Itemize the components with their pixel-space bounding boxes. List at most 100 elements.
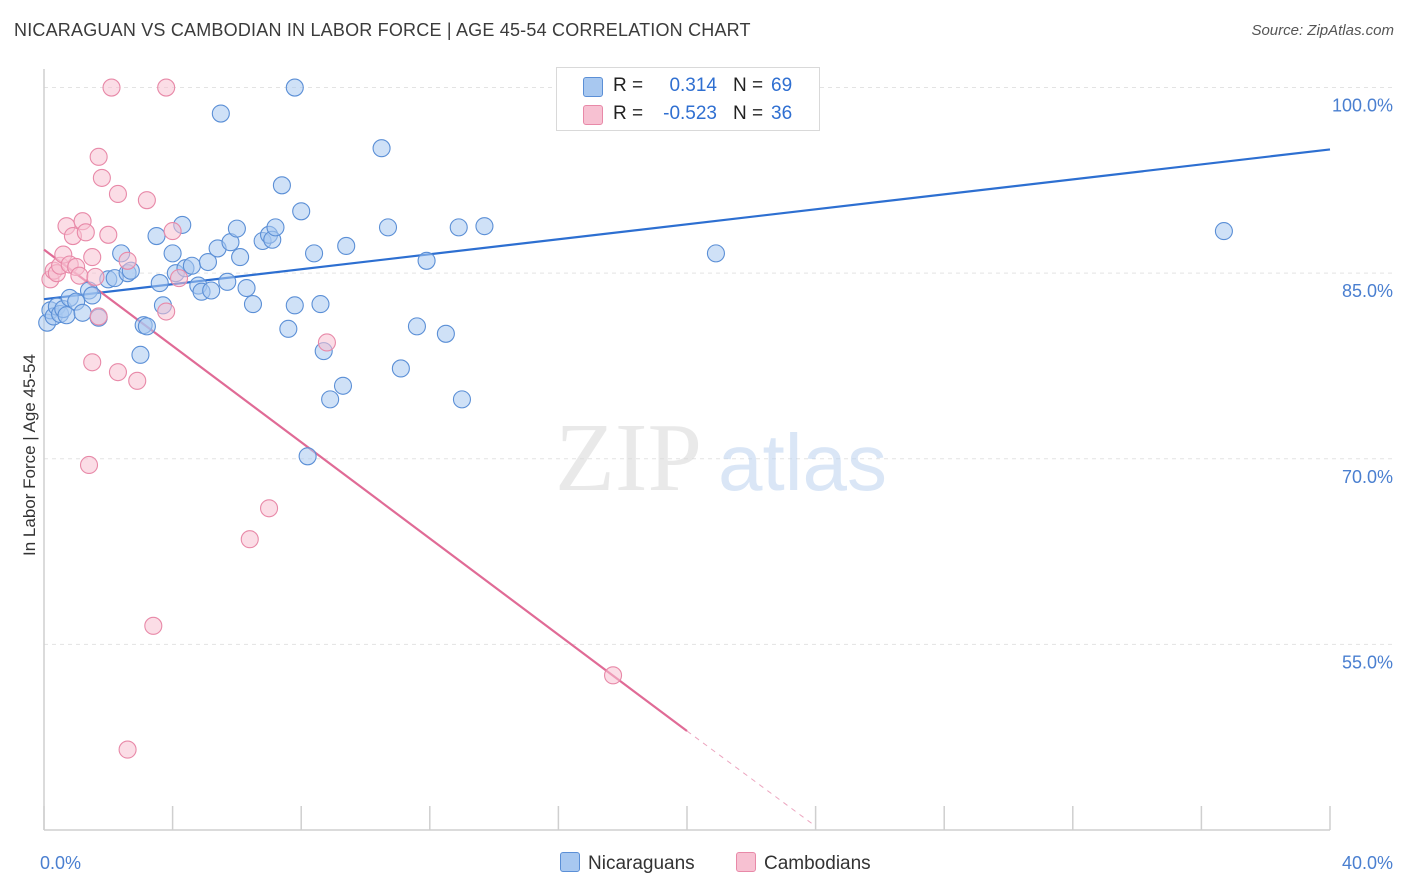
point-cambodians bbox=[70, 266, 89, 285]
point-cambodians bbox=[259, 499, 279, 518]
point-nicaraguans bbox=[298, 447, 317, 466]
legend-r-value: -0.523 bbox=[663, 103, 717, 124]
point-cambodians bbox=[604, 666, 623, 685]
point-nicaraguans bbox=[417, 251, 436, 270]
legend-r-label: R = bbox=[613, 75, 644, 96]
point-cambodians bbox=[108, 363, 127, 382]
point-cambodians bbox=[240, 530, 259, 549]
y-tick-label: 70.0% bbox=[1342, 467, 1393, 487]
point-nicaraguans bbox=[227, 219, 246, 238]
point-nicaraguans bbox=[279, 319, 298, 338]
point-cambodians bbox=[99, 225, 118, 244]
point-nicaraguans bbox=[150, 274, 169, 293]
point-nicaraguans bbox=[1214, 222, 1233, 241]
point-nicaraguans bbox=[83, 286, 102, 305]
point-nicaraguans bbox=[131, 345, 150, 364]
point-nicaraguans bbox=[147, 226, 166, 246]
y-tick-label: 55.0% bbox=[1342, 652, 1393, 672]
point-cambodians bbox=[317, 333, 336, 352]
point-nicaraguans bbox=[266, 218, 285, 237]
point-cambodians bbox=[157, 78, 176, 97]
watermark-zip: ZIP bbox=[555, 404, 702, 512]
point-nicaraguans bbox=[449, 218, 468, 237]
point-nicaraguans bbox=[475, 217, 494, 236]
point-cambodians bbox=[92, 168, 111, 187]
legend-n-value: 69 bbox=[771, 75, 793, 96]
source-note: Source: ZipAtlas.com bbox=[1251, 22, 1394, 39]
y-tick-label: 85.0% bbox=[1342, 281, 1393, 301]
stats-legend: R = 0.314 N = 69 R = -0.523 N = 36 bbox=[556, 67, 820, 131]
point-cambodians bbox=[157, 302, 176, 321]
point-nicaraguans bbox=[285, 78, 304, 97]
watermark-atlas: atlas bbox=[718, 418, 887, 507]
point-nicaraguans bbox=[231, 248, 250, 267]
legend-swatch-nicaraguans bbox=[583, 77, 603, 97]
point-cambodians bbox=[79, 455, 99, 475]
point-cambodians bbox=[76, 223, 95, 242]
point-cambodians bbox=[169, 269, 189, 288]
point-nicaraguans bbox=[198, 252, 218, 272]
point-cambodians bbox=[128, 371, 147, 390]
point-nicaraguans bbox=[292, 202, 311, 221]
watermark: ZIP atlas bbox=[555, 404, 887, 512]
point-cambodians bbox=[89, 307, 108, 326]
point-nicaraguans bbox=[337, 236, 356, 255]
point-nicaraguans bbox=[237, 278, 256, 298]
point-cambodians bbox=[102, 78, 121, 97]
legend-swatch-cambodians bbox=[583, 105, 603, 125]
point-nicaraguans bbox=[218, 272, 237, 291]
bottom-legend-swatch-cambodians bbox=[736, 852, 756, 872]
data-points bbox=[38, 78, 1233, 759]
point-nicaraguans bbox=[407, 317, 426, 336]
legend-r-label: R = bbox=[613, 103, 644, 124]
point-nicaraguans bbox=[182, 256, 201, 275]
grid-lines bbox=[44, 87, 1395, 645]
legend-r-value: 0.314 bbox=[669, 75, 717, 96]
point-nicaraguans bbox=[163, 244, 182, 263]
point-nicaraguans bbox=[272, 176, 291, 195]
bottom-legend-swatch-nicaraguans bbox=[560, 852, 580, 872]
point-nicaraguans bbox=[372, 139, 391, 158]
legend-n-label: N = bbox=[733, 75, 764, 96]
point-nicaraguans bbox=[311, 295, 330, 314]
point-nicaraguans bbox=[333, 376, 353, 395]
point-nicaraguans bbox=[305, 244, 324, 263]
point-cambodians bbox=[83, 353, 102, 372]
point-nicaraguans bbox=[391, 359, 410, 378]
point-cambodians bbox=[118, 740, 137, 759]
bottom-legend-label: Cambodians bbox=[764, 853, 871, 874]
point-nicaraguans bbox=[73, 303, 92, 322]
bottom-legend-label: Nicaraguans bbox=[588, 853, 695, 874]
bottom-legend-cambodians: Cambodians bbox=[736, 852, 871, 875]
point-nicaraguans bbox=[202, 281, 221, 300]
point-cambodians bbox=[89, 147, 108, 166]
point-cambodians bbox=[118, 251, 137, 270]
point-cambodians bbox=[163, 222, 182, 241]
legend-n-label: N = bbox=[733, 103, 764, 124]
y-axis-title: In Labor Force | Age 45-54 bbox=[20, 354, 39, 556]
point-nicaraguans bbox=[211, 104, 230, 123]
point-nicaraguans bbox=[243, 295, 263, 314]
point-cambodians bbox=[144, 616, 163, 635]
point-nicaraguans bbox=[436, 324, 455, 343]
axes bbox=[43, 69, 1331, 831]
point-nicaraguans bbox=[137, 317, 156, 336]
chart-title: NICARAGUAN VS CAMBODIAN IN LABOR FORCE |… bbox=[14, 20, 751, 40]
point-nicaraguans bbox=[285, 296, 304, 315]
bottom-legend-nicaraguans: Nicaraguans bbox=[560, 852, 695, 875]
point-nicaraguans bbox=[706, 244, 725, 263]
x-tick-label: 40.0% bbox=[1342, 853, 1393, 873]
trendline-nicaraguans bbox=[43, 148, 1331, 301]
tick-labels: 55.0% 70.0% 85.0% 100.0% 0.0% 40.0% bbox=[40, 96, 1393, 873]
point-cambodians bbox=[137, 191, 156, 210]
point-nicaraguans bbox=[321, 390, 340, 409]
point-cambodians bbox=[83, 248, 102, 267]
x-tick-label: 0.0% bbox=[40, 853, 81, 873]
point-cambodians bbox=[108, 184, 127, 204]
legend-row-cambodians: R = -0.523 N = 36 bbox=[557, 101, 819, 129]
trendline-extension bbox=[686, 730, 816, 827]
point-nicaraguans bbox=[452, 390, 472, 409]
point-cambodians bbox=[86, 267, 105, 286]
legend-n-value: 36 bbox=[771, 103, 793, 124]
